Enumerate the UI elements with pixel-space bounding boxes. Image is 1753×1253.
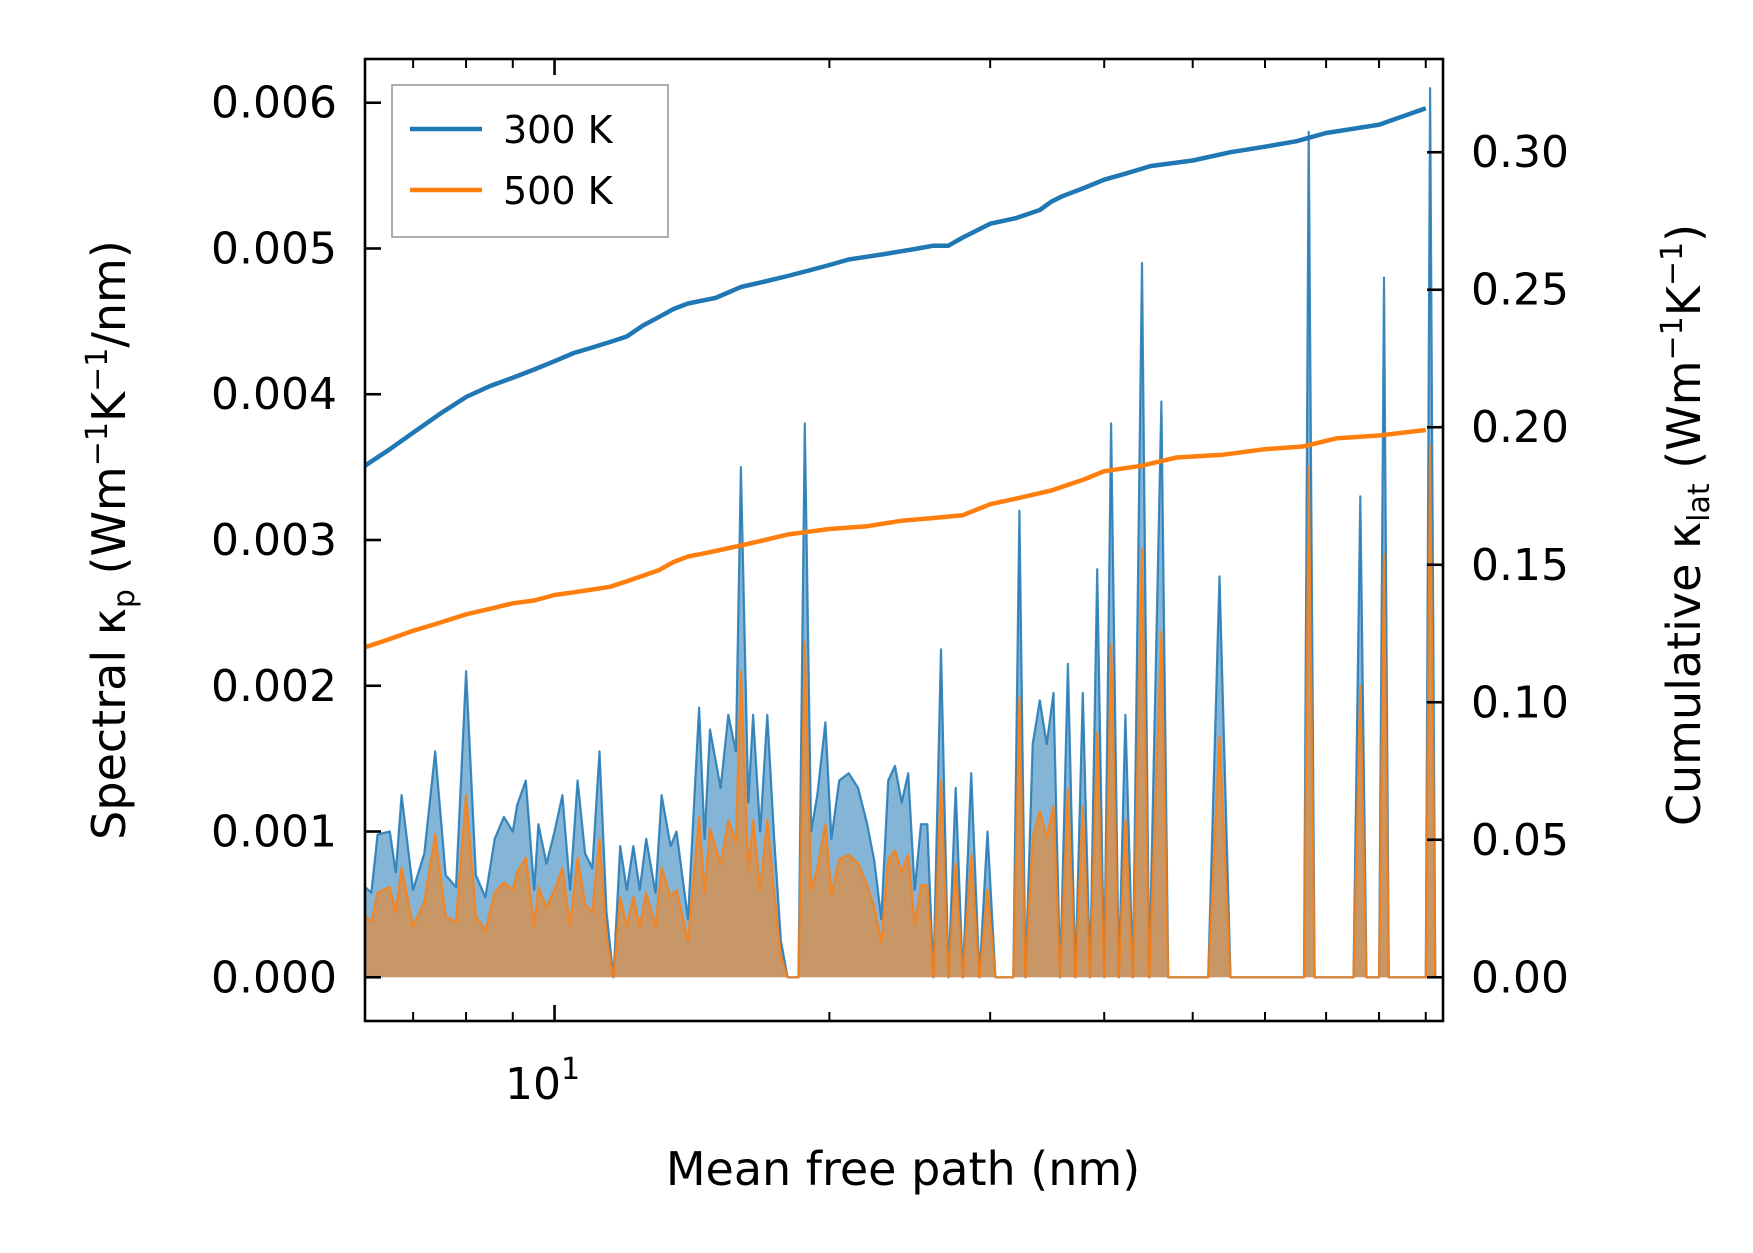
- y-left-tick-label: 0.000: [211, 952, 337, 1003]
- y-right-tick-label: 0.00: [1471, 952, 1569, 1003]
- y-right-tick-label: 0.25: [1471, 265, 1569, 316]
- spectral-line-500k: [364, 444, 1437, 979]
- legend-box: [391, 84, 669, 238]
- y-right-axis-title: Cumulative κlat (Wm−1K−1): [1655, 224, 1717, 826]
- y-left-tick-label: 0.006: [211, 78, 337, 129]
- legend-label-500k: 500 K: [503, 169, 614, 213]
- spectral-line-300k: [364, 87, 1437, 979]
- x-axis-title: Mean free path (nm): [666, 1142, 1140, 1196]
- y-right-tick-label: 0.05: [1471, 815, 1569, 866]
- legend-label-300k: 300 K: [503, 108, 614, 152]
- y-left-tick-label: 0.003: [211, 515, 337, 566]
- legend: 300 K 500 K: [391, 84, 669, 238]
- y-left-tick-label: 0.004: [211, 369, 337, 420]
- y-left-tick-label: 0.002: [211, 661, 337, 712]
- y-right-tick-label: 0.10: [1471, 677, 1569, 728]
- y-right-tick-label: 0.15: [1471, 540, 1569, 591]
- y-left-axis-title: Spectral κp (Wm−1K−1/nm): [80, 240, 142, 840]
- cumulative-line-300k: [363, 106, 1427, 468]
- y-right-tick-label: 0.30: [1471, 127, 1569, 178]
- cumulative-line-500k: [364, 427, 1427, 650]
- svg-text:Spectral κp (Wm−1K−1/nm): Spectral κp (Wm−1K−1/nm): [80, 240, 142, 840]
- y-left-tick-label: 0.001: [211, 807, 337, 858]
- y-right-tick-label: 0.20: [1471, 402, 1569, 453]
- svg-text:Cumulative κlat (Wm−1K−1): Cumulative κlat (Wm−1K−1): [1655, 224, 1717, 826]
- y-left-tick-label: 0.005: [211, 223, 337, 274]
